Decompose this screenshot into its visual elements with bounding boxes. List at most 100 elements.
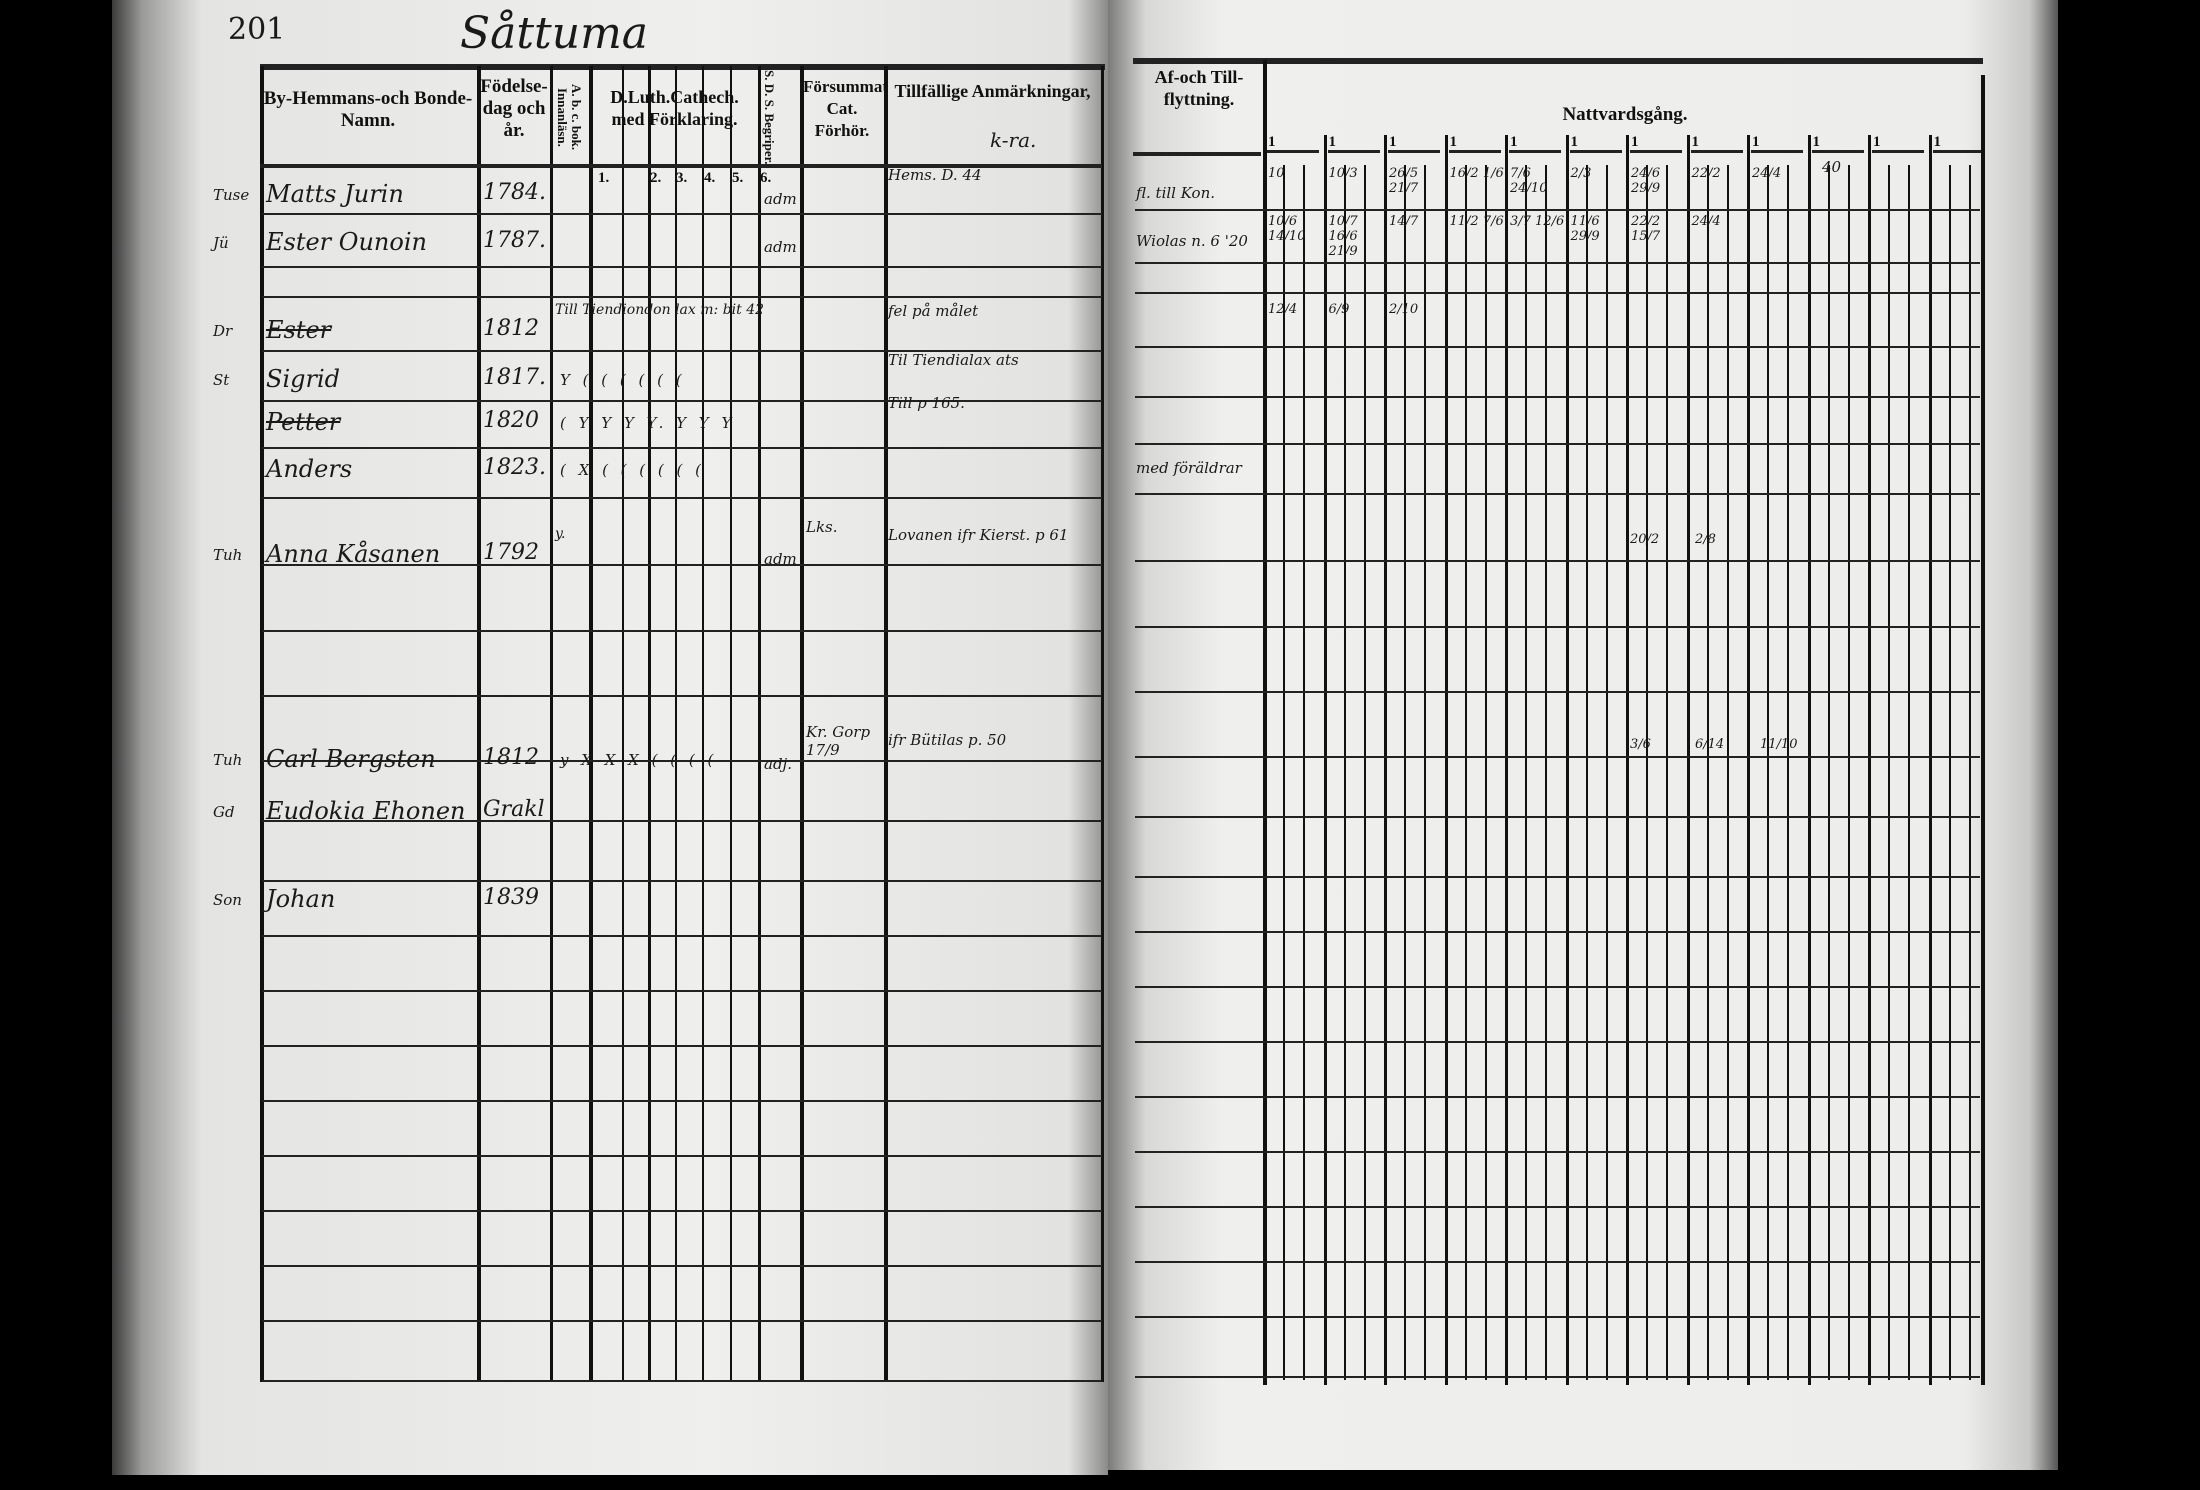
row-line — [1135, 560, 1980, 562]
row-line — [262, 820, 1102, 822]
person-name: Matts Jurin — [266, 180, 404, 208]
group-line — [1868, 135, 1871, 1385]
sds-note: adj. — [764, 755, 792, 773]
column-line — [550, 66, 553, 1382]
subcolumn-line — [1464, 165, 1467, 1380]
row-line — [1135, 292, 1980, 294]
forsummat-note: Lks. — [806, 518, 838, 536]
row-line — [1135, 262, 1980, 264]
margin-note: Jü — [213, 234, 229, 252]
group-line — [1928, 135, 1932, 1385]
row-line — [1135, 493, 1980, 495]
communion-date: 10/7 16/6 21/9 — [1328, 214, 1358, 259]
moving-note: Wiolas n. 6 '20 — [1136, 232, 1248, 250]
remark-note: ifr Bütilas p. 50 — [888, 731, 1007, 749]
communion-date: 10 — [1268, 166, 1285, 181]
catech-number: 5. — [732, 170, 744, 186]
column-line — [1101, 66, 1104, 1382]
subcolumn-line — [1605, 165, 1608, 1380]
header-birth: Födelse-dag och år. — [480, 76, 548, 141]
group-rule — [1327, 150, 1380, 153]
margin-note: Son — [213, 891, 242, 909]
top-border — [260, 64, 1105, 70]
column-line — [675, 66, 677, 1382]
communion-group-label: 1 — [1389, 134, 1397, 150]
column-line — [260, 66, 264, 1382]
header-communion: Nattvardsgång. — [1562, 104, 1688, 125]
group-line — [1323, 135, 1327, 1385]
catechism-marks: ( Y Y Y Y. Y Y Y — [560, 414, 736, 432]
row-line — [262, 447, 1102, 449]
row-line — [1135, 986, 1980, 988]
birth-year: 1820 — [483, 408, 539, 433]
row-line — [1135, 396, 1980, 398]
subcolumn-line — [1646, 165, 1648, 1380]
moving-note: fl. till Kon. — [1136, 184, 1215, 202]
person-name: Ester Ounoin — [266, 228, 427, 256]
communion-date: 24/4 — [1691, 214, 1721, 229]
header-remarks-note: k-ra. — [990, 128, 1037, 152]
margin-note: St — [213, 371, 230, 389]
margin-note: Dr — [213, 322, 233, 340]
group-rule — [1388, 150, 1440, 153]
group-line — [1263, 135, 1266, 1385]
person-name: Sigrid — [266, 365, 340, 393]
row-line — [262, 1380, 1102, 1382]
header-sds: S. D. S. Begriper. — [762, 70, 777, 165]
group-line — [1444, 135, 1448, 1385]
catechism-marks: y X X X ( ( ( ( — [560, 751, 718, 769]
header-catech: D.Luth.Cathech. med Förklaring. — [610, 87, 739, 129]
subcolumn-line — [1424, 165, 1426, 1380]
row-line — [262, 213, 1102, 215]
header-remarks: Tillfällige Anmärkningar, — [894, 81, 1091, 101]
row-line — [262, 695, 1102, 697]
row-line — [1135, 209, 1980, 211]
subcolumn-line — [1545, 165, 1547, 1380]
header-forsummat: Försummat Cat. Förhör. — [803, 77, 888, 140]
row-line — [262, 935, 1102, 937]
row-line — [262, 630, 1102, 632]
subcolumn-line — [1968, 165, 1971, 1380]
communion-group-label: 1 — [1691, 134, 1700, 150]
catech-number: 3. — [676, 170, 688, 186]
communion-group-label: 1 — [1752, 134, 1760, 150]
group-line — [1747, 135, 1750, 1385]
birth-year: 1787. — [483, 228, 546, 253]
row-line — [262, 1100, 1102, 1102]
row-line — [1135, 756, 1980, 758]
group-line — [1686, 135, 1690, 1385]
communion-date: 10/3 — [1328, 166, 1358, 181]
column-line — [622, 66, 624, 1382]
sds-note: adm — [764, 238, 797, 256]
communion-group-label: 1 — [1268, 134, 1276, 150]
person-name: Carl Bergsten — [266, 745, 436, 773]
communion-date: 7/6 24/10 — [1510, 166, 1548, 196]
column-line — [800, 66, 804, 1382]
forsummat-note: Kr. Gorp 17/9 — [806, 723, 871, 759]
communion-date: 24/4 — [1752, 166, 1782, 181]
remark-note: fel på målet — [888, 302, 979, 320]
row-line — [262, 880, 1102, 882]
remark-note: Hems. D. 44 — [888, 166, 982, 184]
group-line — [1505, 135, 1508, 1385]
subcolumn-line — [1847, 165, 1850, 1380]
person-name: Ester — [266, 316, 332, 344]
left-page — [112, 0, 1108, 1475]
group-rule — [1448, 150, 1501, 153]
margin-note: Tuse — [213, 186, 250, 204]
row-line — [1135, 346, 1980, 348]
communion-group-label: 1 — [1449, 134, 1458, 150]
group-rule — [1569, 150, 1622, 153]
subcolumn-line — [1666, 165, 1668, 1380]
person-name: Anders — [266, 455, 353, 483]
communion-date: 3/6 — [1630, 737, 1651, 752]
subcolumn-line — [1404, 165, 1406, 1380]
communion-group-label: 1 — [1570, 134, 1579, 150]
communion-group-label: 1 — [1873, 134, 1881, 150]
header-moving: Af-och Till-flyttning. — [1154, 67, 1244, 109]
communion-date: 24/6 29/9 — [1631, 166, 1661, 196]
header-bottom — [260, 164, 1102, 168]
communion-date: 6/14 — [1695, 737, 1725, 752]
row-line — [1135, 876, 1980, 878]
sds-note: adm — [764, 190, 797, 208]
